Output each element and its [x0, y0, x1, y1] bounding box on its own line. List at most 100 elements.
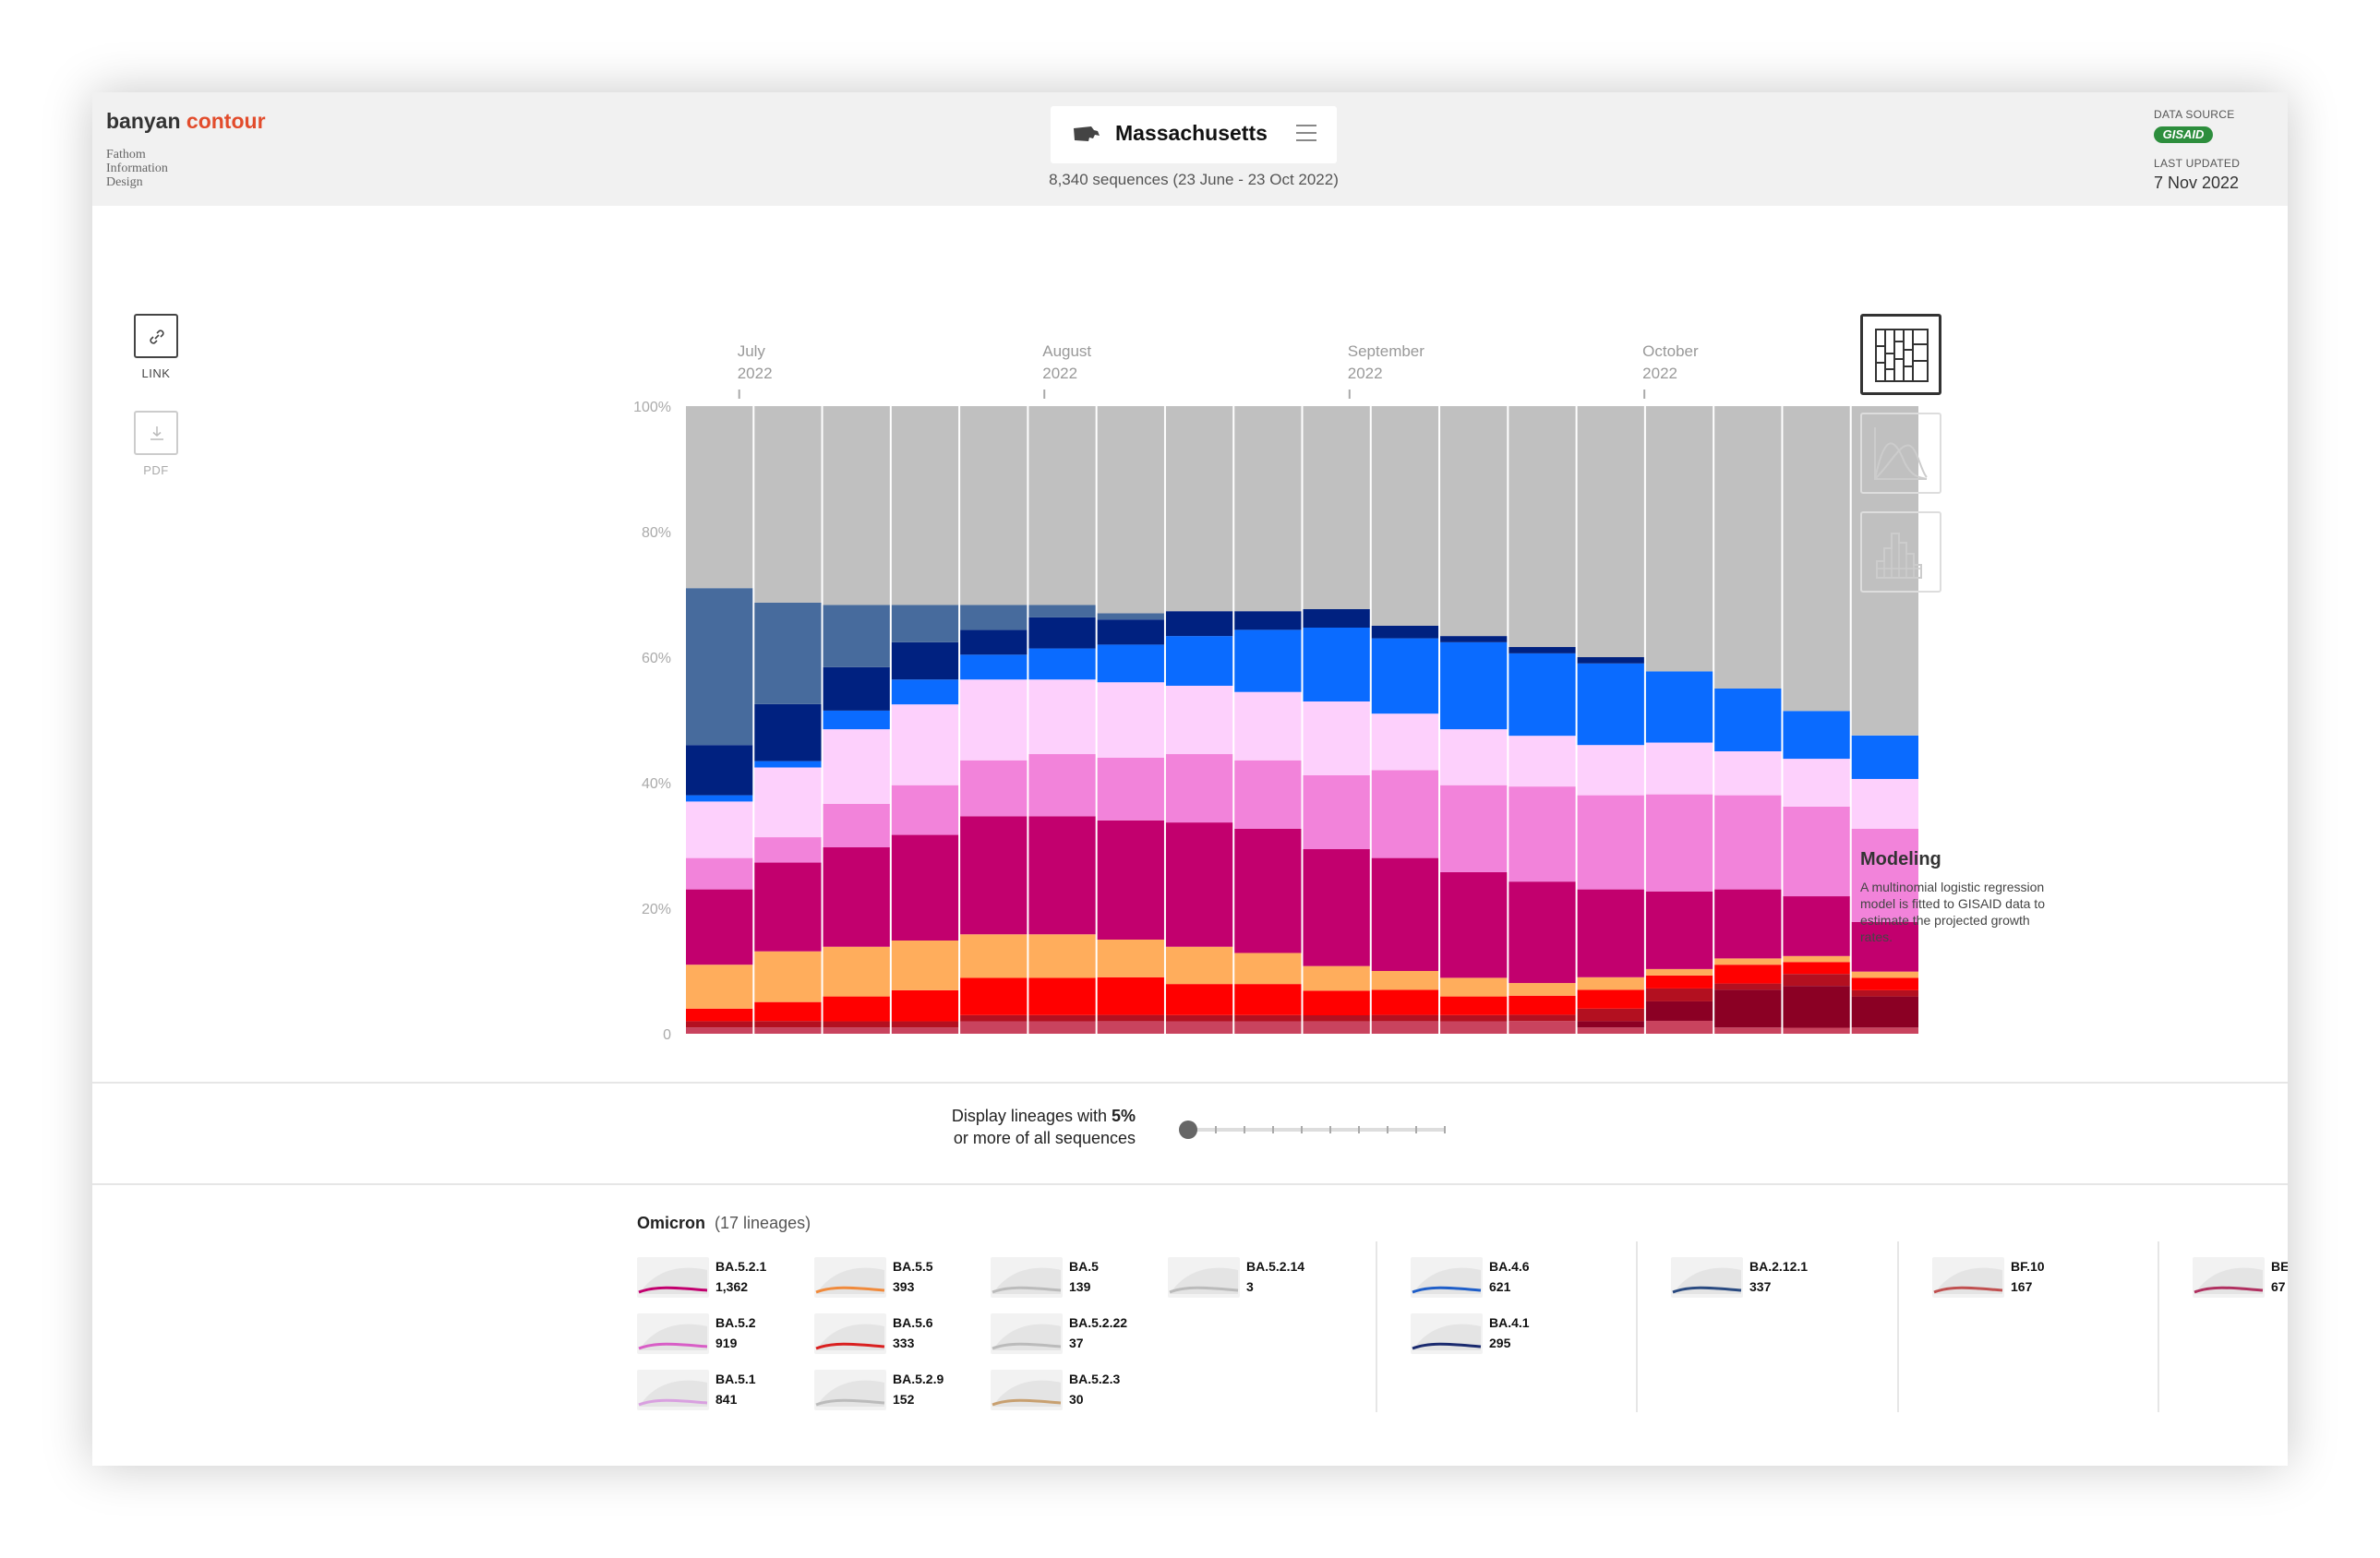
- bar-segment[interactable]: [754, 1001, 822, 1022]
- bar-segment[interactable]: [754, 837, 822, 863]
- bar-segment[interactable]: [1028, 1014, 1096, 1022]
- bar-segment[interactable]: [891, 989, 959, 1022]
- lineage-item[interactable]: BE.3 67: [2193, 1257, 2288, 1301]
- bar-segment[interactable]: [1783, 974, 1850, 987]
- bar-segment[interactable]: [1577, 1008, 1644, 1022]
- bar-segment[interactable]: [1509, 653, 1576, 737]
- bar-segment[interactable]: [1371, 1014, 1439, 1022]
- bar-segment[interactable]: [754, 767, 822, 838]
- bar-segment[interactable]: [1234, 611, 1302, 630]
- bar-segment[interactable]: [1509, 786, 1576, 882]
- lineage-item[interactable]: BA.5.2.1 1,362: [637, 1257, 812, 1301]
- bar-segment[interactable]: [686, 965, 753, 1009]
- bar-segment[interactable]: [1440, 996, 1508, 1015]
- bar-segment[interactable]: [960, 1021, 1028, 1034]
- lineage-item[interactable]: BA.5.6 333: [814, 1313, 990, 1358]
- bar-segment[interactable]: [823, 406, 890, 605]
- bar-segment[interactable]: [960, 605, 1028, 630]
- bar-segment[interactable]: [1714, 889, 1782, 959]
- bar-segment[interactable]: [960, 629, 1028, 655]
- bar-segment[interactable]: [891, 1027, 959, 1034]
- bar-segment[interactable]: [891, 605, 959, 642]
- bar-segment[interactable]: [1234, 1014, 1302, 1022]
- bar-segment[interactable]: [1509, 736, 1576, 787]
- brand-logo[interactable]: banyan contour: [106, 109, 266, 133]
- bar-segment[interactable]: [1509, 881, 1576, 984]
- bar-segment[interactable]: [1577, 977, 1644, 990]
- slider-handle[interactable]: [1179, 1121, 1197, 1139]
- bar-segment[interactable]: [1714, 1027, 1782, 1034]
- bar-segment[interactable]: [1303, 1015, 1370, 1022]
- bar-segment[interactable]: [1234, 828, 1302, 953]
- bar-segment[interactable]: [1645, 988, 1713, 1001]
- bar-segment[interactable]: [1371, 626, 1439, 639]
- bar-segment[interactable]: [1234, 1021, 1302, 1034]
- bar-segment[interactable]: [1371, 989, 1439, 1015]
- bar-segment[interactable]: [891, 834, 959, 941]
- threshold-slider[interactable]: [1177, 1119, 1454, 1141]
- bar-segment[interactable]: [1028, 648, 1096, 680]
- lineage-item[interactable]: BF.10 167: [1932, 1257, 2108, 1301]
- bar-segment[interactable]: [1714, 689, 1782, 751]
- bar-segment[interactable]: [1440, 785, 1508, 872]
- lineage-item[interactable]: BA.5.2.3 30: [991, 1370, 1166, 1414]
- bar-segment[interactable]: [1851, 921, 1918, 972]
- bar-segment[interactable]: [1714, 751, 1782, 796]
- bar-segment[interactable]: [1303, 628, 1370, 701]
- bar-segment[interactable]: [823, 605, 890, 667]
- bar-segment[interactable]: [1714, 983, 1782, 990]
- bar-segment[interactable]: [891, 641, 959, 680]
- bar-segment[interactable]: [1851, 406, 1918, 736]
- bar-segment[interactable]: [1097, 406, 1164, 614]
- bar-segment[interactable]: [1371, 406, 1439, 626]
- bar-segment[interactable]: [1577, 657, 1644, 664]
- bar-segment[interactable]: [891, 1021, 959, 1028]
- bar-segment[interactable]: [1097, 977, 1164, 1015]
- bar-segment[interactable]: [960, 977, 1028, 1015]
- bar-segment[interactable]: [1371, 770, 1439, 858]
- bar-segment[interactable]: [1028, 934, 1096, 978]
- curve-view-button[interactable]: [1860, 413, 1941, 494]
- bar-segment[interactable]: [1509, 1021, 1576, 1034]
- bar-segment[interactable]: [1577, 1027, 1644, 1034]
- bar-segment[interactable]: [1303, 990, 1370, 1015]
- bar-segment[interactable]: [823, 996, 890, 1022]
- bar-segment[interactable]: [1577, 989, 1644, 1009]
- bar-segment[interactable]: [960, 406, 1028, 605]
- bar-segment[interactable]: [891, 704, 959, 785]
- histogram-view-button[interactable]: [1860, 511, 1941, 593]
- bar-segment[interactable]: [1509, 647, 1576, 653]
- bar-segment[interactable]: [1851, 828, 1918, 922]
- bar-segment[interactable]: [686, 588, 753, 746]
- lineage-item[interactable]: BA.5.5 393: [814, 1257, 990, 1301]
- bar-segment[interactable]: [891, 406, 959, 605]
- link-button[interactable]: [134, 314, 178, 358]
- bar-segment[interactable]: [1440, 641, 1508, 730]
- bar-segment[interactable]: [1645, 1001, 1713, 1021]
- gisaid-logo[interactable]: GISAID: [2154, 126, 2213, 143]
- bar-segment[interactable]: [823, 946, 890, 997]
- bar-segment[interactable]: [754, 406, 822, 603]
- stacked-bar-view-button[interactable]: [1860, 314, 1941, 395]
- bar-segment[interactable]: [960, 760, 1028, 817]
- bar-segment[interactable]: [1851, 735, 1918, 779]
- bar-segment[interactable]: [754, 1027, 822, 1034]
- bar-segment[interactable]: [891, 679, 959, 705]
- bar-segment[interactable]: [1645, 891, 1713, 969]
- bar-segment[interactable]: [1783, 406, 1850, 712]
- bar-segment[interactable]: [823, 710, 890, 730]
- bar-segment[interactable]: [1577, 795, 1644, 890]
- bar-segment[interactable]: [686, 801, 753, 858]
- bar-segment[interactable]: [1234, 691, 1302, 761]
- bar-segment[interactable]: [1440, 406, 1508, 637]
- bar-segment[interactable]: [1234, 760, 1302, 829]
- bar-segment[interactable]: [1440, 636, 1508, 642]
- bar-segment[interactable]: [1097, 757, 1164, 821]
- bar-segment[interactable]: [823, 847, 890, 947]
- bar-segment[interactable]: [1028, 816, 1096, 935]
- bar-segment[interactable]: [1097, 1014, 1164, 1022]
- bar-segment[interactable]: [960, 934, 1028, 978]
- lineage-item[interactable]: BA.5 139: [991, 1257, 1166, 1301]
- bar-segment[interactable]: [1234, 953, 1302, 985]
- bar-segment[interactable]: [686, 1008, 753, 1022]
